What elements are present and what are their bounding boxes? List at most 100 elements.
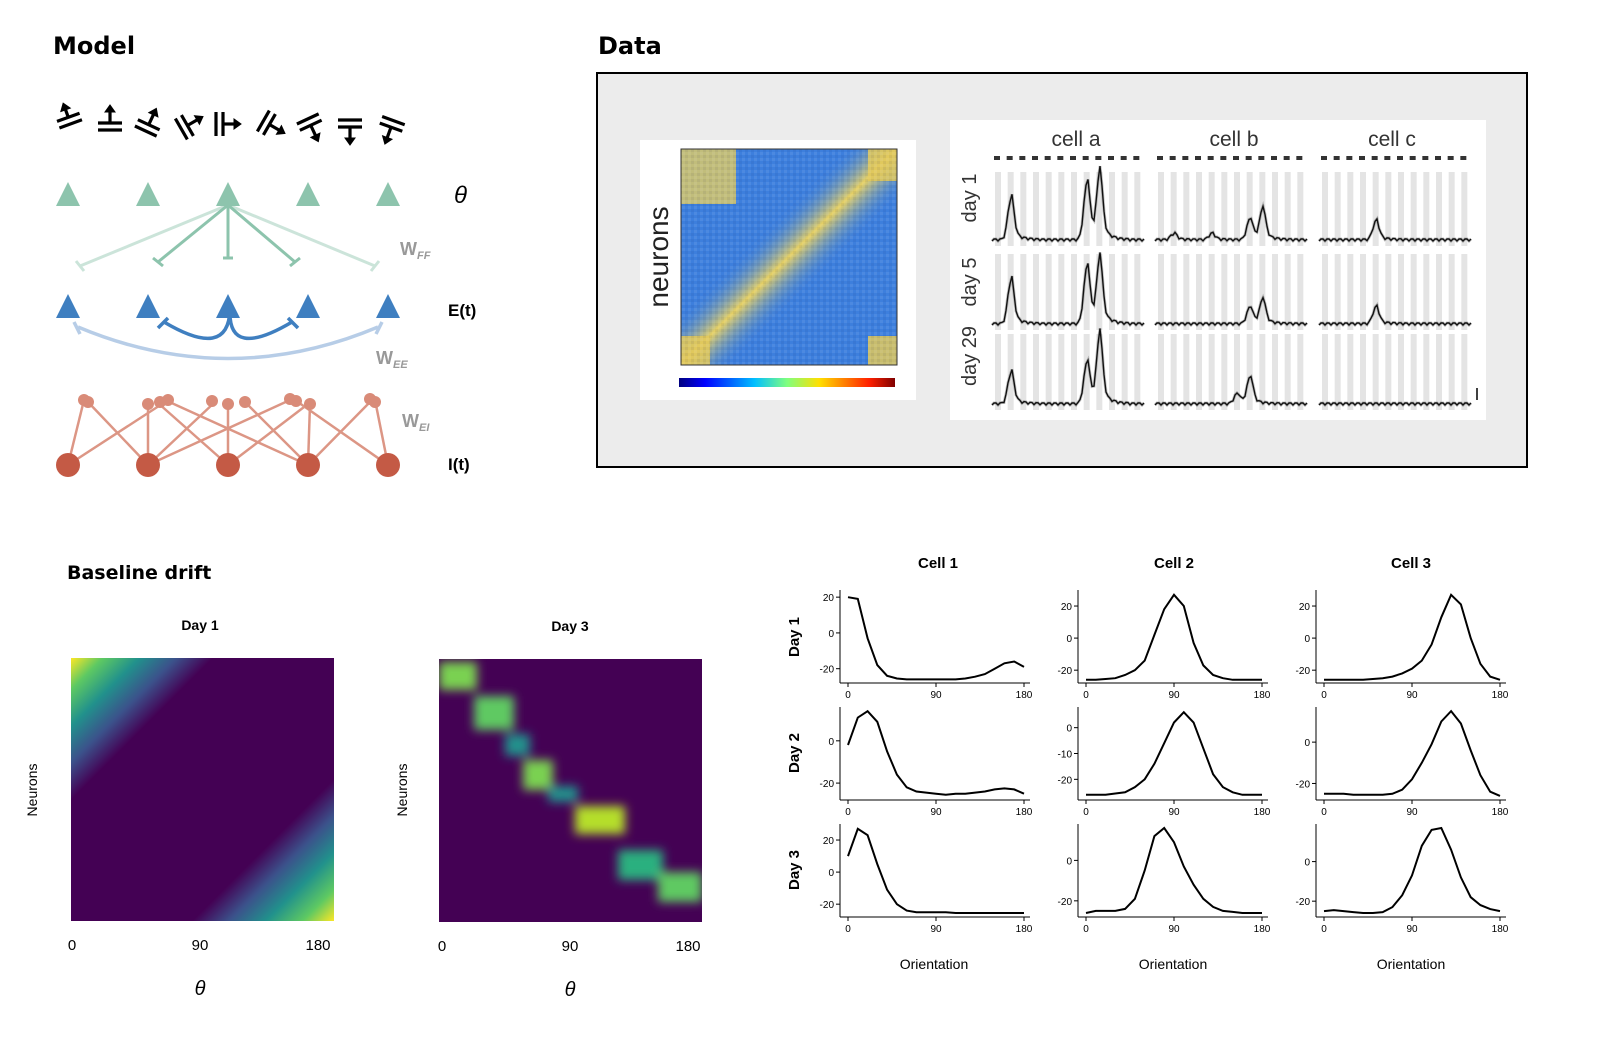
tuning-curve-line bbox=[847, 709, 1025, 796]
y-tick-label: -20 bbox=[1296, 897, 1311, 908]
drift-day3-blobs bbox=[439, 662, 702, 902]
drift-day3-xtick-180: 180 bbox=[675, 938, 700, 955]
x-tick-label: 0 bbox=[845, 690, 851, 701]
drift-day1-xtick-90: 90 bbox=[192, 937, 209, 954]
trace-block bbox=[990, 156, 1146, 246]
x-tick-label: 180 bbox=[1492, 924, 1509, 935]
tuning-plot: 20 0 -20 0 90 180 bbox=[820, 824, 1033, 935]
tuning-curve-line bbox=[847, 827, 1024, 914]
inhibitory-neuron bbox=[296, 453, 320, 477]
cell-b-label: cell b bbox=[1209, 128, 1258, 151]
drift-day1-xtick-0: 0 bbox=[68, 937, 76, 954]
trace-block bbox=[990, 328, 1146, 410]
x-tick-label: 90 bbox=[1168, 807, 1180, 818]
x-tick-label: 90 bbox=[1406, 807, 1418, 818]
input-neuron bbox=[376, 182, 400, 206]
stimulus-gratings bbox=[56, 102, 406, 146]
x-tick-label: 90 bbox=[1168, 924, 1180, 935]
trace-block bbox=[1153, 254, 1309, 330]
row-title-day3: Day 3 bbox=[786, 850, 803, 890]
col-title-cell3: Cell 3 bbox=[1391, 555, 1431, 572]
drift-day3-panel: Day 3 Neurons 0 90 180 θ bbox=[394, 618, 702, 1001]
correlation-matrix: neurons bbox=[640, 140, 916, 400]
x-tick-label: 180 bbox=[1492, 690, 1509, 701]
y-tick-label: -20 bbox=[1296, 779, 1311, 790]
row-title-day2: Day 2 bbox=[786, 733, 803, 773]
w-ei-label: WEI bbox=[402, 411, 430, 434]
tuning-plot: 0 -20 0 90 180 bbox=[1296, 707, 1509, 818]
inhibitory-layer bbox=[56, 453, 400, 477]
x-tick-label: 90 bbox=[1406, 690, 1418, 701]
excitatory-neuron bbox=[376, 294, 400, 318]
x-tick-label: 0 bbox=[1321, 924, 1327, 935]
xlabel-orientation-1: Orientation bbox=[900, 956, 968, 972]
tuning-curve-line bbox=[1324, 593, 1501, 681]
tuning-plot: 0 -20 0 90 180 bbox=[820, 707, 1033, 818]
x-tick-label: 180 bbox=[1492, 807, 1509, 818]
drift-day1-xtick-180: 180 bbox=[305, 937, 330, 954]
drift-day1-xlabel: θ bbox=[195, 978, 206, 1000]
cell-a-label: cell a bbox=[1051, 128, 1100, 151]
col-title-cell2: Cell 2 bbox=[1154, 555, 1194, 572]
y-tick-label: -20 bbox=[1058, 897, 1073, 908]
y-tick-label: -20 bbox=[1296, 666, 1311, 677]
tuning-curve-line bbox=[1085, 826, 1262, 914]
y-tick-label: 0 bbox=[828, 737, 834, 748]
x-tick-label: 180 bbox=[1254, 690, 1271, 701]
y-tick-label: 20 bbox=[823, 593, 835, 604]
tuning-curve-line bbox=[1323, 826, 1501, 914]
tuning-plot: 20 0 -20 0 90 180 bbox=[1058, 590, 1271, 701]
tuning-plot: 0 -10 -20 0 90 180 bbox=[1058, 707, 1271, 818]
inhibitory-neuron bbox=[376, 453, 400, 477]
y-tick-label: 0 bbox=[1066, 634, 1072, 645]
inhibitory-neuron bbox=[56, 453, 80, 477]
calcium-traces: cell a cell b cell c day 1 day 5 day 29 bbox=[950, 120, 1486, 420]
x-tick-label: 0 bbox=[845, 807, 851, 818]
y-tick-label: -10 bbox=[1058, 750, 1073, 761]
x-tick-label: 180 bbox=[1254, 807, 1271, 818]
synapse-dots bbox=[78, 393, 381, 410]
excitatory-neuron bbox=[296, 294, 320, 318]
drift-day3-title: Day 3 bbox=[551, 618, 589, 634]
ff-connections bbox=[74, 203, 381, 272]
drift-day1-ylabel: Neurons bbox=[24, 764, 40, 817]
x-tick-label: 0 bbox=[1083, 807, 1089, 818]
theta-label: θ bbox=[454, 182, 467, 209]
x-tick-label: 0 bbox=[845, 924, 851, 935]
drift-day3-ylabel: Neurons bbox=[394, 764, 410, 817]
excitatory-neuron bbox=[136, 294, 160, 318]
trace-block bbox=[1317, 254, 1473, 330]
trace-block bbox=[990, 252, 1146, 330]
input-neuron bbox=[136, 182, 160, 206]
x-tick-label: 0 bbox=[1083, 924, 1089, 935]
w-ff-label: WFF bbox=[400, 239, 431, 262]
colorbar bbox=[679, 378, 895, 387]
drift-day3-xlabel: θ bbox=[565, 979, 576, 1001]
drift-day3-xtick-0: 0 bbox=[438, 938, 446, 955]
day5-label: day 5 bbox=[959, 258, 981, 307]
inhibitory-neuron bbox=[216, 453, 240, 477]
excitatory-layer bbox=[56, 294, 400, 318]
heatmap-ylabel: neurons bbox=[643, 206, 674, 307]
x-tick-label: 90 bbox=[1168, 690, 1180, 701]
y-tick-label: 0 bbox=[828, 868, 834, 879]
y-tick-label: -20 bbox=[1058, 775, 1073, 786]
trace-block bbox=[1317, 334, 1473, 410]
xlabel-orientation-2: Orientation bbox=[1139, 956, 1207, 972]
y-tick-label: 0 bbox=[1304, 738, 1310, 749]
y-tick-label: -20 bbox=[820, 665, 835, 676]
x-tick-label: 180 bbox=[1254, 924, 1271, 935]
model-title: Model bbox=[53, 32, 136, 60]
x-tick-label: 180 bbox=[1016, 924, 1033, 935]
row-title-day1: Day 1 bbox=[786, 617, 803, 657]
x-tick-label: 180 bbox=[1016, 807, 1033, 818]
excitatory-neuron bbox=[56, 294, 80, 318]
x-tick-label: 0 bbox=[1083, 690, 1089, 701]
y-tick-label: -20 bbox=[820, 779, 835, 790]
input-neuron bbox=[296, 182, 320, 206]
x-tick-label: 0 bbox=[1321, 690, 1327, 701]
input-neuron bbox=[216, 182, 240, 206]
tuning-plot: 20 0 -20 0 90 180 bbox=[820, 590, 1033, 701]
tuning-plot: 0 -20 0 90 180 bbox=[1296, 824, 1509, 935]
input-layer bbox=[56, 182, 400, 206]
